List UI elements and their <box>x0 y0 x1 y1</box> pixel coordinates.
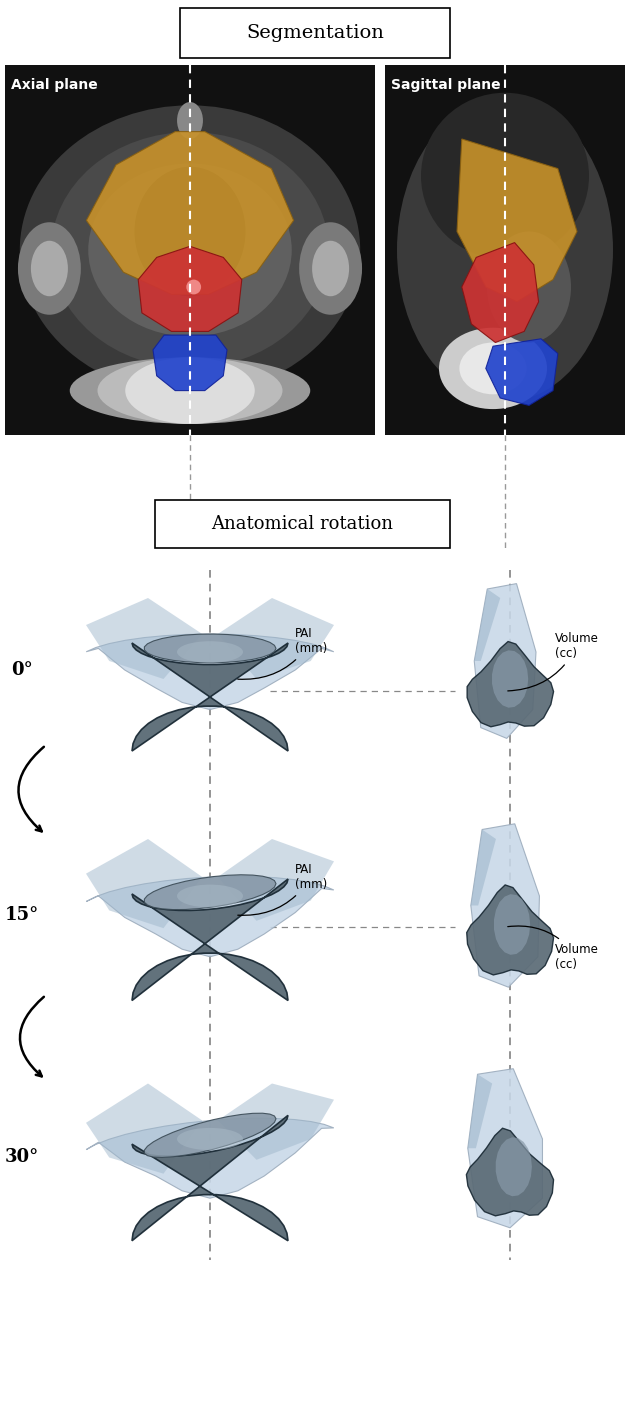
Polygon shape <box>486 339 558 406</box>
Polygon shape <box>467 642 554 727</box>
Polygon shape <box>457 139 577 301</box>
Text: Axial plane: Axial plane <box>11 77 98 92</box>
Ellipse shape <box>186 280 201 294</box>
Polygon shape <box>218 839 334 921</box>
Polygon shape <box>86 839 202 928</box>
Ellipse shape <box>70 358 310 424</box>
Ellipse shape <box>18 222 81 315</box>
Ellipse shape <box>397 99 613 401</box>
Ellipse shape <box>98 358 282 424</box>
Text: PAI
(mm): PAI (mm) <box>238 863 327 915</box>
Ellipse shape <box>177 641 243 663</box>
Polygon shape <box>86 598 202 679</box>
Ellipse shape <box>459 342 527 394</box>
Polygon shape <box>132 879 288 1001</box>
Polygon shape <box>144 634 276 663</box>
Polygon shape <box>86 131 294 294</box>
Polygon shape <box>471 824 539 987</box>
Ellipse shape <box>20 106 360 394</box>
Bar <box>5 65 375 435</box>
Text: 15°: 15° <box>5 905 39 924</box>
Polygon shape <box>86 1118 334 1198</box>
Text: PAI
(mm): PAI (mm) <box>238 627 327 679</box>
Polygon shape <box>132 1115 288 1240</box>
Ellipse shape <box>125 358 255 424</box>
Polygon shape <box>138 246 242 331</box>
Ellipse shape <box>439 328 547 410</box>
Text: Anatomical rotation: Anatomical rotation <box>212 515 394 534</box>
Polygon shape <box>86 634 334 710</box>
Ellipse shape <box>177 101 203 139</box>
Ellipse shape <box>312 241 349 296</box>
Polygon shape <box>474 589 500 660</box>
Polygon shape <box>494 894 530 955</box>
Polygon shape <box>86 876 334 957</box>
Text: Volume
(cc): Volume (cc) <box>508 632 599 691</box>
Text: Volume
(cc): Volume (cc) <box>508 926 599 972</box>
Polygon shape <box>467 1069 542 1228</box>
Ellipse shape <box>31 241 68 296</box>
Polygon shape <box>474 583 536 738</box>
Polygon shape <box>471 829 496 905</box>
Ellipse shape <box>88 163 292 337</box>
Text: Sagittal plane: Sagittal plane <box>391 77 501 92</box>
Text: Segmentation: Segmentation <box>246 24 384 42</box>
Polygon shape <box>144 874 276 910</box>
Text: 0°: 0° <box>11 660 33 679</box>
Polygon shape <box>496 1138 532 1197</box>
Ellipse shape <box>487 231 571 342</box>
Polygon shape <box>492 650 528 708</box>
Polygon shape <box>467 886 554 974</box>
Polygon shape <box>86 1084 202 1174</box>
Ellipse shape <box>177 1128 243 1150</box>
Polygon shape <box>132 643 288 750</box>
Ellipse shape <box>134 166 246 296</box>
Polygon shape <box>144 1114 276 1157</box>
Bar <box>180 8 450 58</box>
Polygon shape <box>218 598 334 679</box>
Polygon shape <box>218 1084 334 1160</box>
Bar <box>385 65 625 435</box>
Polygon shape <box>462 242 539 342</box>
Ellipse shape <box>299 222 362 315</box>
Ellipse shape <box>51 132 329 367</box>
Bar <box>155 500 450 548</box>
Polygon shape <box>467 1074 492 1149</box>
Ellipse shape <box>421 93 589 259</box>
Text: 30°: 30° <box>5 1149 39 1166</box>
Polygon shape <box>466 1128 554 1217</box>
Polygon shape <box>153 335 227 390</box>
Ellipse shape <box>177 884 243 907</box>
